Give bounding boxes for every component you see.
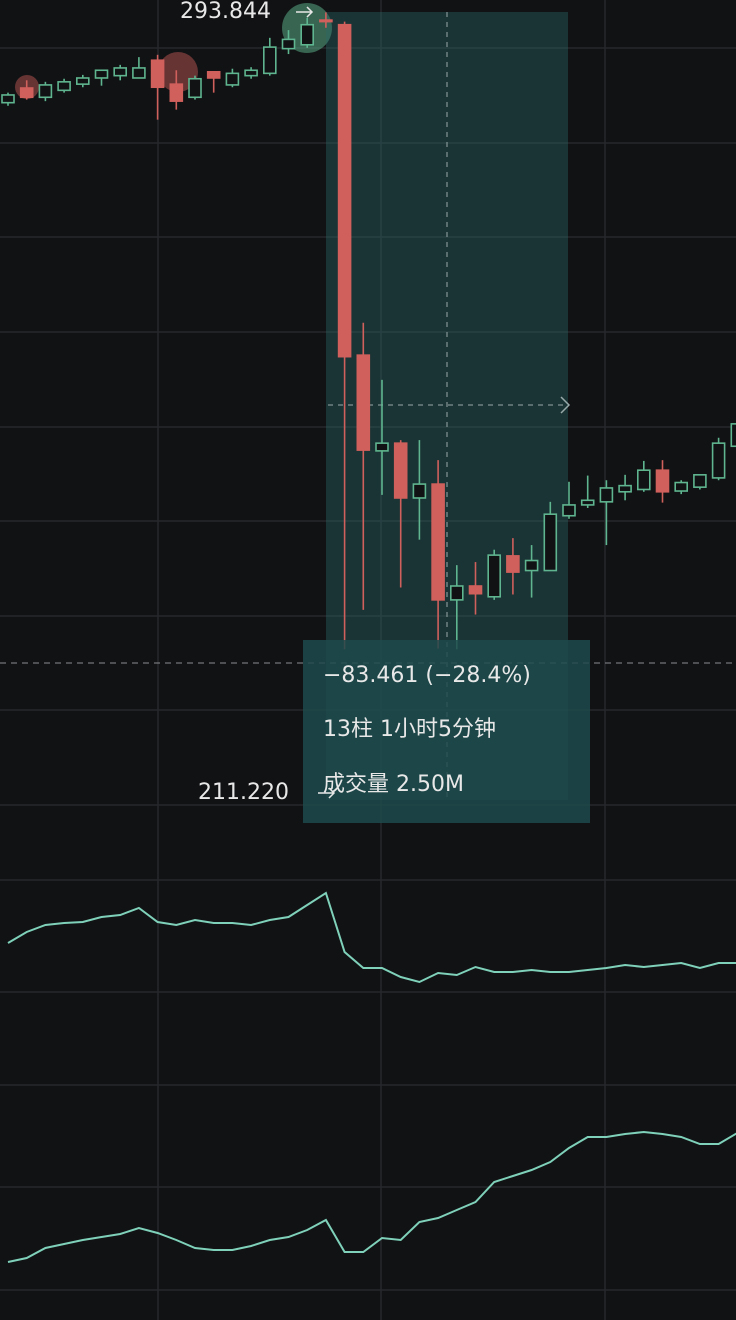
measure-bars: 13柱 1小时5分钟 xyxy=(323,717,496,742)
candle-body xyxy=(468,585,483,595)
candle-body xyxy=(636,469,651,491)
candle-body xyxy=(618,484,632,493)
candle-body xyxy=(38,84,53,99)
candle-body xyxy=(356,354,371,451)
candle-body xyxy=(487,554,502,598)
arrow xyxy=(296,6,314,18)
candle-body xyxy=(599,487,614,503)
candle-body xyxy=(543,513,558,572)
candle-body xyxy=(225,72,240,86)
candle-body xyxy=(244,69,258,77)
candle-body xyxy=(506,555,520,573)
indicator-line xyxy=(7,891,736,984)
marker xyxy=(158,52,198,92)
arrow xyxy=(318,787,336,799)
candle-body xyxy=(711,442,726,479)
measure-change: −83.461 (−28.4%) xyxy=(323,663,531,688)
candle-body xyxy=(730,423,736,448)
candle-body xyxy=(206,71,221,79)
candle-body xyxy=(94,69,109,79)
candle-body xyxy=(449,585,464,601)
marks xyxy=(1,12,736,1263)
candle-body xyxy=(562,504,576,517)
arrow xyxy=(560,396,571,414)
candle-body xyxy=(150,59,165,89)
candle-body xyxy=(580,499,595,506)
indicator-line xyxy=(7,1130,736,1263)
candle-body xyxy=(693,474,707,488)
candle-body xyxy=(262,46,277,75)
candle-body xyxy=(113,67,127,77)
candle-body xyxy=(57,81,71,92)
candle-body xyxy=(655,469,670,493)
candle-body xyxy=(319,19,333,23)
candle-body xyxy=(281,38,296,50)
candle-body xyxy=(76,77,90,85)
candle-body xyxy=(1,94,15,104)
candle-body xyxy=(393,442,408,499)
candle-body xyxy=(337,23,352,358)
measure-volume: 成交量 2.50M xyxy=(323,772,464,797)
low-label: 211.220 xyxy=(198,780,289,805)
candle-body xyxy=(431,483,445,601)
candle-body xyxy=(524,559,539,572)
candle-body xyxy=(188,77,202,99)
candle-body xyxy=(19,87,34,99)
high-label: 293.844 xyxy=(180,0,271,24)
measure-box xyxy=(303,640,590,823)
candle-body xyxy=(412,483,427,499)
candle-body xyxy=(132,67,146,79)
candle-body xyxy=(300,23,315,46)
candle-body xyxy=(674,481,689,492)
candle-body xyxy=(375,442,389,452)
candle-body xyxy=(169,83,184,102)
